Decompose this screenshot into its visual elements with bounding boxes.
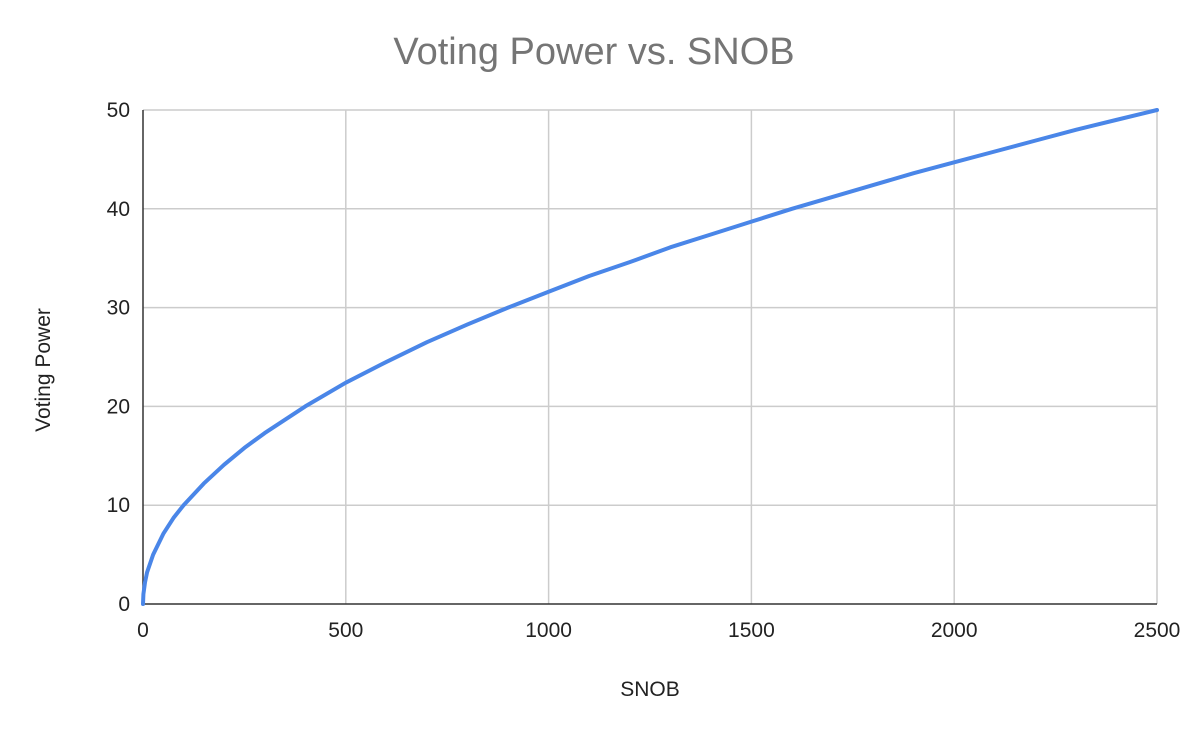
- y-tick-label: 20: [107, 395, 130, 418]
- axes: [142, 110, 1157, 605]
- y-tick-label: 0: [118, 593, 130, 616]
- y-tick-labels: 0 10 20 30 40 50: [107, 99, 130, 616]
- x-tick-label: 2000: [931, 619, 978, 642]
- x-tick-label: 500: [328, 619, 363, 642]
- y-tick-label: 30: [107, 297, 130, 320]
- chart-title: Voting Power vs. SNOB: [393, 31, 794, 73]
- y-tick-label: 50: [107, 99, 130, 122]
- gridlines: [143, 109, 1158, 604]
- x-tick-label: 1500: [728, 619, 775, 642]
- x-axis-label: SNOB: [620, 678, 680, 701]
- series-line: [141, 108, 1159, 606]
- series-group: [141, 108, 1159, 606]
- x-tick-label: 1000: [525, 619, 572, 642]
- x-tick-label: 2500: [1134, 619, 1181, 642]
- y-axis-label: Voting Power: [32, 308, 55, 432]
- x-tick-label: 0: [137, 619, 149, 642]
- y-tick-label: 40: [107, 198, 130, 221]
- y-tick-label: 10: [107, 494, 130, 517]
- x-tick-labels: 0 500 1000 1500 2000 2500: [137, 619, 1180, 642]
